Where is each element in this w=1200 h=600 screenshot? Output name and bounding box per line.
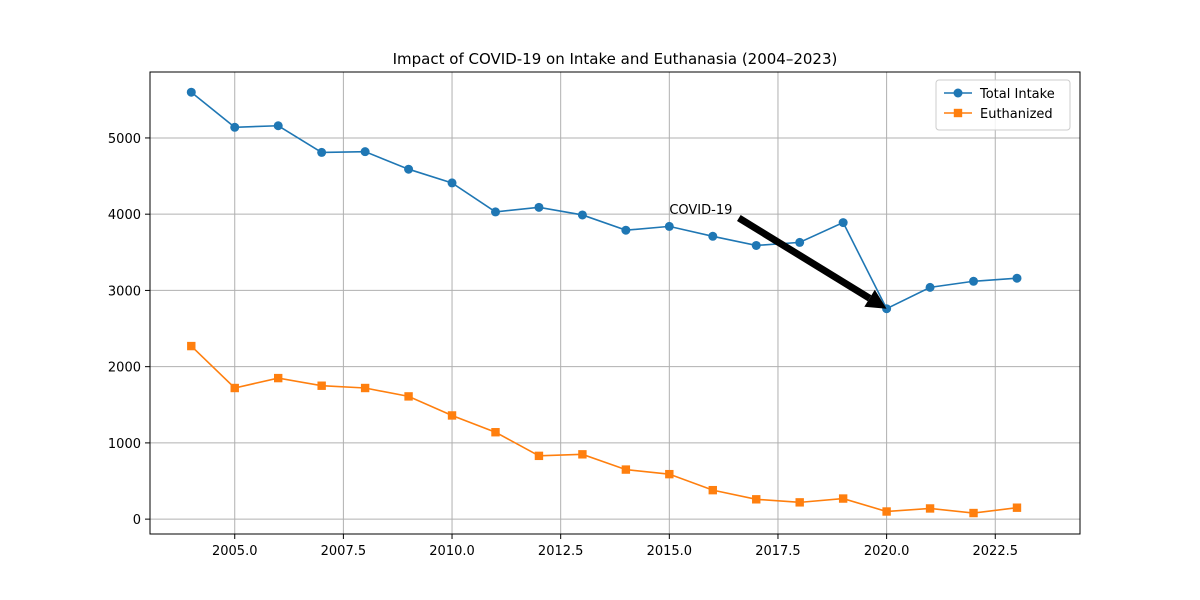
data-point	[273, 121, 283, 131]
data-point	[795, 237, 805, 247]
annotation-label: COVID-19	[669, 203, 732, 218]
annotation-layer: COVID-19	[669, 203, 887, 309]
series-line	[190, 345, 1018, 514]
x-tick-label: 2015.0	[647, 544, 693, 559]
data-point	[491, 428, 500, 437]
data-point	[795, 498, 804, 507]
data-point	[186, 87, 196, 97]
data-point	[447, 411, 457, 420]
y-tick-label: 2000	[108, 361, 141, 376]
data-point	[534, 451, 544, 461]
data-point	[665, 469, 674, 479]
data-point	[404, 164, 414, 174]
x-tick-label: 2012.5	[538, 544, 584, 559]
data-point	[534, 202, 544, 212]
y-tick-label: 5000	[108, 132, 141, 147]
data-point	[621, 465, 631, 474]
legend-marker	[953, 108, 963, 118]
data-point	[578, 450, 587, 459]
grid	[150, 72, 1080, 534]
data-point	[838, 494, 848, 503]
data-point	[621, 225, 631, 235]
y-tick-label: 3000	[108, 284, 141, 299]
series-euthanized	[187, 341, 1022, 518]
legend-entry: Euthanized	[944, 107, 1053, 122]
chart-title: Impact of COVID-19 on Intake and Euthana…	[393, 50, 838, 68]
data-point	[490, 207, 500, 217]
legend: Total Intake Euthanized	[935, 79, 1071, 131]
data-point	[317, 381, 326, 390]
data-point	[1012, 273, 1022, 283]
annotation-arrow-shaft	[737, 215, 872, 302]
x-tick-label: 2017.5	[755, 544, 801, 559]
data-point	[360, 147, 370, 157]
data-point	[274, 373, 283, 383]
data-point	[838, 218, 848, 228]
axes: 2005.0 2007.5 2010.0 2012.5 2015.0 2017.5 2020…	[108, 132, 1018, 559]
y-tick-label: 1000	[108, 437, 141, 452]
data-point	[882, 507, 891, 516]
annotation-arrow-head	[864, 289, 887, 309]
data-point	[925, 504, 935, 513]
data-point	[577, 210, 587, 220]
x-tick-label: 2020.0	[864, 544, 910, 559]
data-point	[230, 383, 239, 393]
data-point	[708, 231, 718, 241]
legend-entry: Total Intake	[944, 87, 1055, 102]
data-point	[187, 341, 196, 351]
series-layer	[186, 87, 1022, 518]
data-point	[752, 495, 761, 504]
data-point	[447, 178, 457, 188]
series-line	[190, 91, 1018, 310]
legend-label: Total Intake	[979, 87, 1055, 102]
legend-label: Euthanized	[980, 107, 1053, 122]
x-tick-label: 2005.0	[212, 544, 258, 559]
data-point	[708, 485, 717, 495]
data-point	[317, 147, 327, 157]
data-point	[969, 276, 979, 286]
data-point	[1012, 503, 1022, 512]
data-point	[360, 383, 370, 393]
x-tick-label: 2022.5	[973, 544, 1019, 559]
data-point	[751, 240, 761, 250]
legend-marker	[953, 88, 963, 98]
y-tick-label: 0	[133, 513, 141, 528]
data-point	[230, 122, 240, 132]
x-tick-label: 2007.5	[321, 544, 367, 559]
data-point	[404, 392, 413, 401]
data-point	[664, 221, 674, 231]
data-point	[969, 508, 978, 518]
plot-frame	[149, 71, 1081, 535]
x-tick-label: 2010.0	[429, 544, 475, 559]
data-point	[925, 282, 935, 292]
y-tick-label: 4000	[108, 208, 141, 223]
